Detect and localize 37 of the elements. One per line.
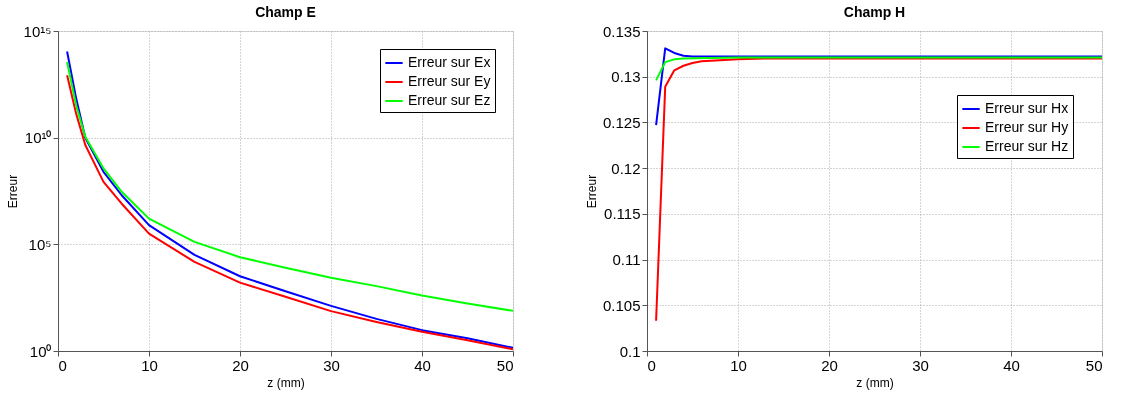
x-tick-label: 30 xyxy=(912,356,929,374)
y-tick-label: 10¹⁵ xyxy=(23,22,52,40)
x-tick-label: 50 xyxy=(496,356,514,374)
x-tick-label: 10 xyxy=(730,356,747,374)
y-tick-label: 0.13 xyxy=(611,68,641,86)
x-tick-label: 30 xyxy=(323,356,340,374)
x-tick-label: 50 xyxy=(1085,356,1103,374)
y-tick-label: 0.135 xyxy=(602,22,641,40)
x-tick-label: 10 xyxy=(141,356,158,374)
y-tick-label: 0.125 xyxy=(602,113,641,131)
line-series xyxy=(655,56,1102,82)
x-tick-label: 40 xyxy=(414,356,431,374)
legend-label: Erreur sur Ez xyxy=(408,92,491,108)
x-axis-title: z (mm) xyxy=(856,375,894,390)
legend-label: Erreur sur Ex xyxy=(408,54,491,70)
y-axis-title: Erreur xyxy=(5,174,20,209)
y-tick-label: 0.1 xyxy=(619,342,641,360)
y-tick-label: 0.12 xyxy=(611,159,641,177)
y-tick-label: 0.105 xyxy=(602,296,641,314)
y-tick-label: 0.11 xyxy=(612,251,641,269)
y-tick-label: 0.115 xyxy=(604,205,641,223)
y-tick-label: 10¹⁰ xyxy=(24,129,52,147)
x-tick-label: 0 xyxy=(58,356,67,374)
x-axis-title: z (mm) xyxy=(267,375,305,390)
legend-label: Erreur sur Hz xyxy=(985,138,1069,154)
x-tick-label: 20 xyxy=(821,356,838,374)
x-tick-label: 40 xyxy=(1003,356,1020,374)
legend-label: Erreur sur Hx xyxy=(985,100,1069,116)
x-tick-label: 20 xyxy=(232,356,249,374)
y-tick-label: 10⁵ xyxy=(28,235,52,253)
y-tick-label: 10⁰ xyxy=(29,342,52,360)
legend-label: Erreur sur Ey xyxy=(408,73,491,89)
chart-title: Champ E xyxy=(255,4,316,20)
chart-title: Champ H xyxy=(843,4,906,20)
legend-label: Erreur sur Hy xyxy=(985,119,1069,135)
x-tick-label: 0 xyxy=(647,356,656,374)
y-axis-title: Erreur xyxy=(584,174,599,209)
